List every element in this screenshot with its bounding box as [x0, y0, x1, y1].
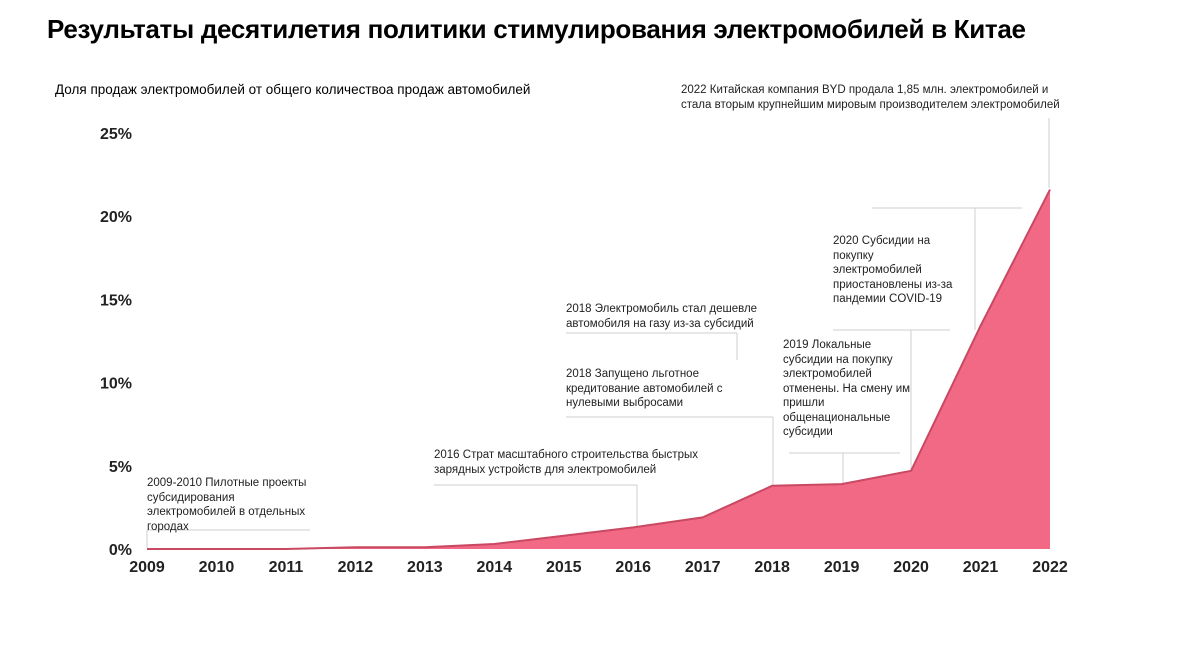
x-tick-label: 2010 [199, 559, 235, 576]
chart-subtitle: Доля продаж электромобилей от общего кол… [55, 82, 531, 97]
x-tick-label: 2022 [1032, 559, 1068, 576]
annotation-leader-lines [146, 118, 1050, 548]
x-tick-label: 2020 [893, 559, 929, 576]
ev-share-area [147, 189, 1050, 549]
annotation-2022: 2022 Китайская компания BYD продала 1,85… [681, 84, 1060, 111]
ev-share-line [147, 189, 1051, 550]
x-tick-label: 2009 [129, 559, 165, 576]
x-axis-ticks: 2009 2010 2011 2012 2013 2014 2015 2016 2017 2018… [129, 559, 1068, 576]
annotation-2019: 2019 Локальные субсидии на покупку элект… [783, 339, 911, 438]
x-tick-label: 2021 [963, 559, 999, 576]
y-tick-label: 0% [109, 542, 132, 559]
x-tick-label: 2012 [338, 559, 374, 576]
annotation-2016: 2016 Страт масштабного строительства быс… [434, 449, 698, 476]
x-tick-label: 2018 [754, 559, 790, 576]
y-tick-label: 20% [100, 209, 132, 226]
annotation-2020: 2020 Субсидии на покупку электромобилей … [833, 235, 953, 305]
annotation-2018-credit: 2018 Запущено льготное кредитование авто… [566, 368, 723, 409]
x-tick-label: 2016 [615, 559, 651, 576]
y-tick-label: 15% [100, 292, 132, 309]
x-tick-label: 2011 [269, 559, 304, 576]
x-tick-label: 2019 [824, 559, 860, 576]
annotation-2009: 2009-2010 Пилотные проекты субсидировани… [147, 477, 307, 533]
y-axis-ticks: 0% 5% 10% 15% 20% 25% [100, 126, 132, 559]
x-tick-label: 2013 [407, 559, 443, 576]
chart-title: Результаты десятилетия политики стимулир… [47, 14, 1026, 44]
y-tick-label: 10% [100, 376, 132, 393]
x-tick-label: 2015 [546, 559, 582, 576]
x-tick-label: 2014 [477, 559, 513, 576]
y-tick-label: 5% [109, 459, 132, 476]
y-tick-label: 25% [100, 126, 132, 143]
annotation-2018-cheaper: 2018 Электромобиль стал дешевле автомоби… [566, 303, 758, 330]
x-tick-label: 2017 [685, 559, 721, 576]
